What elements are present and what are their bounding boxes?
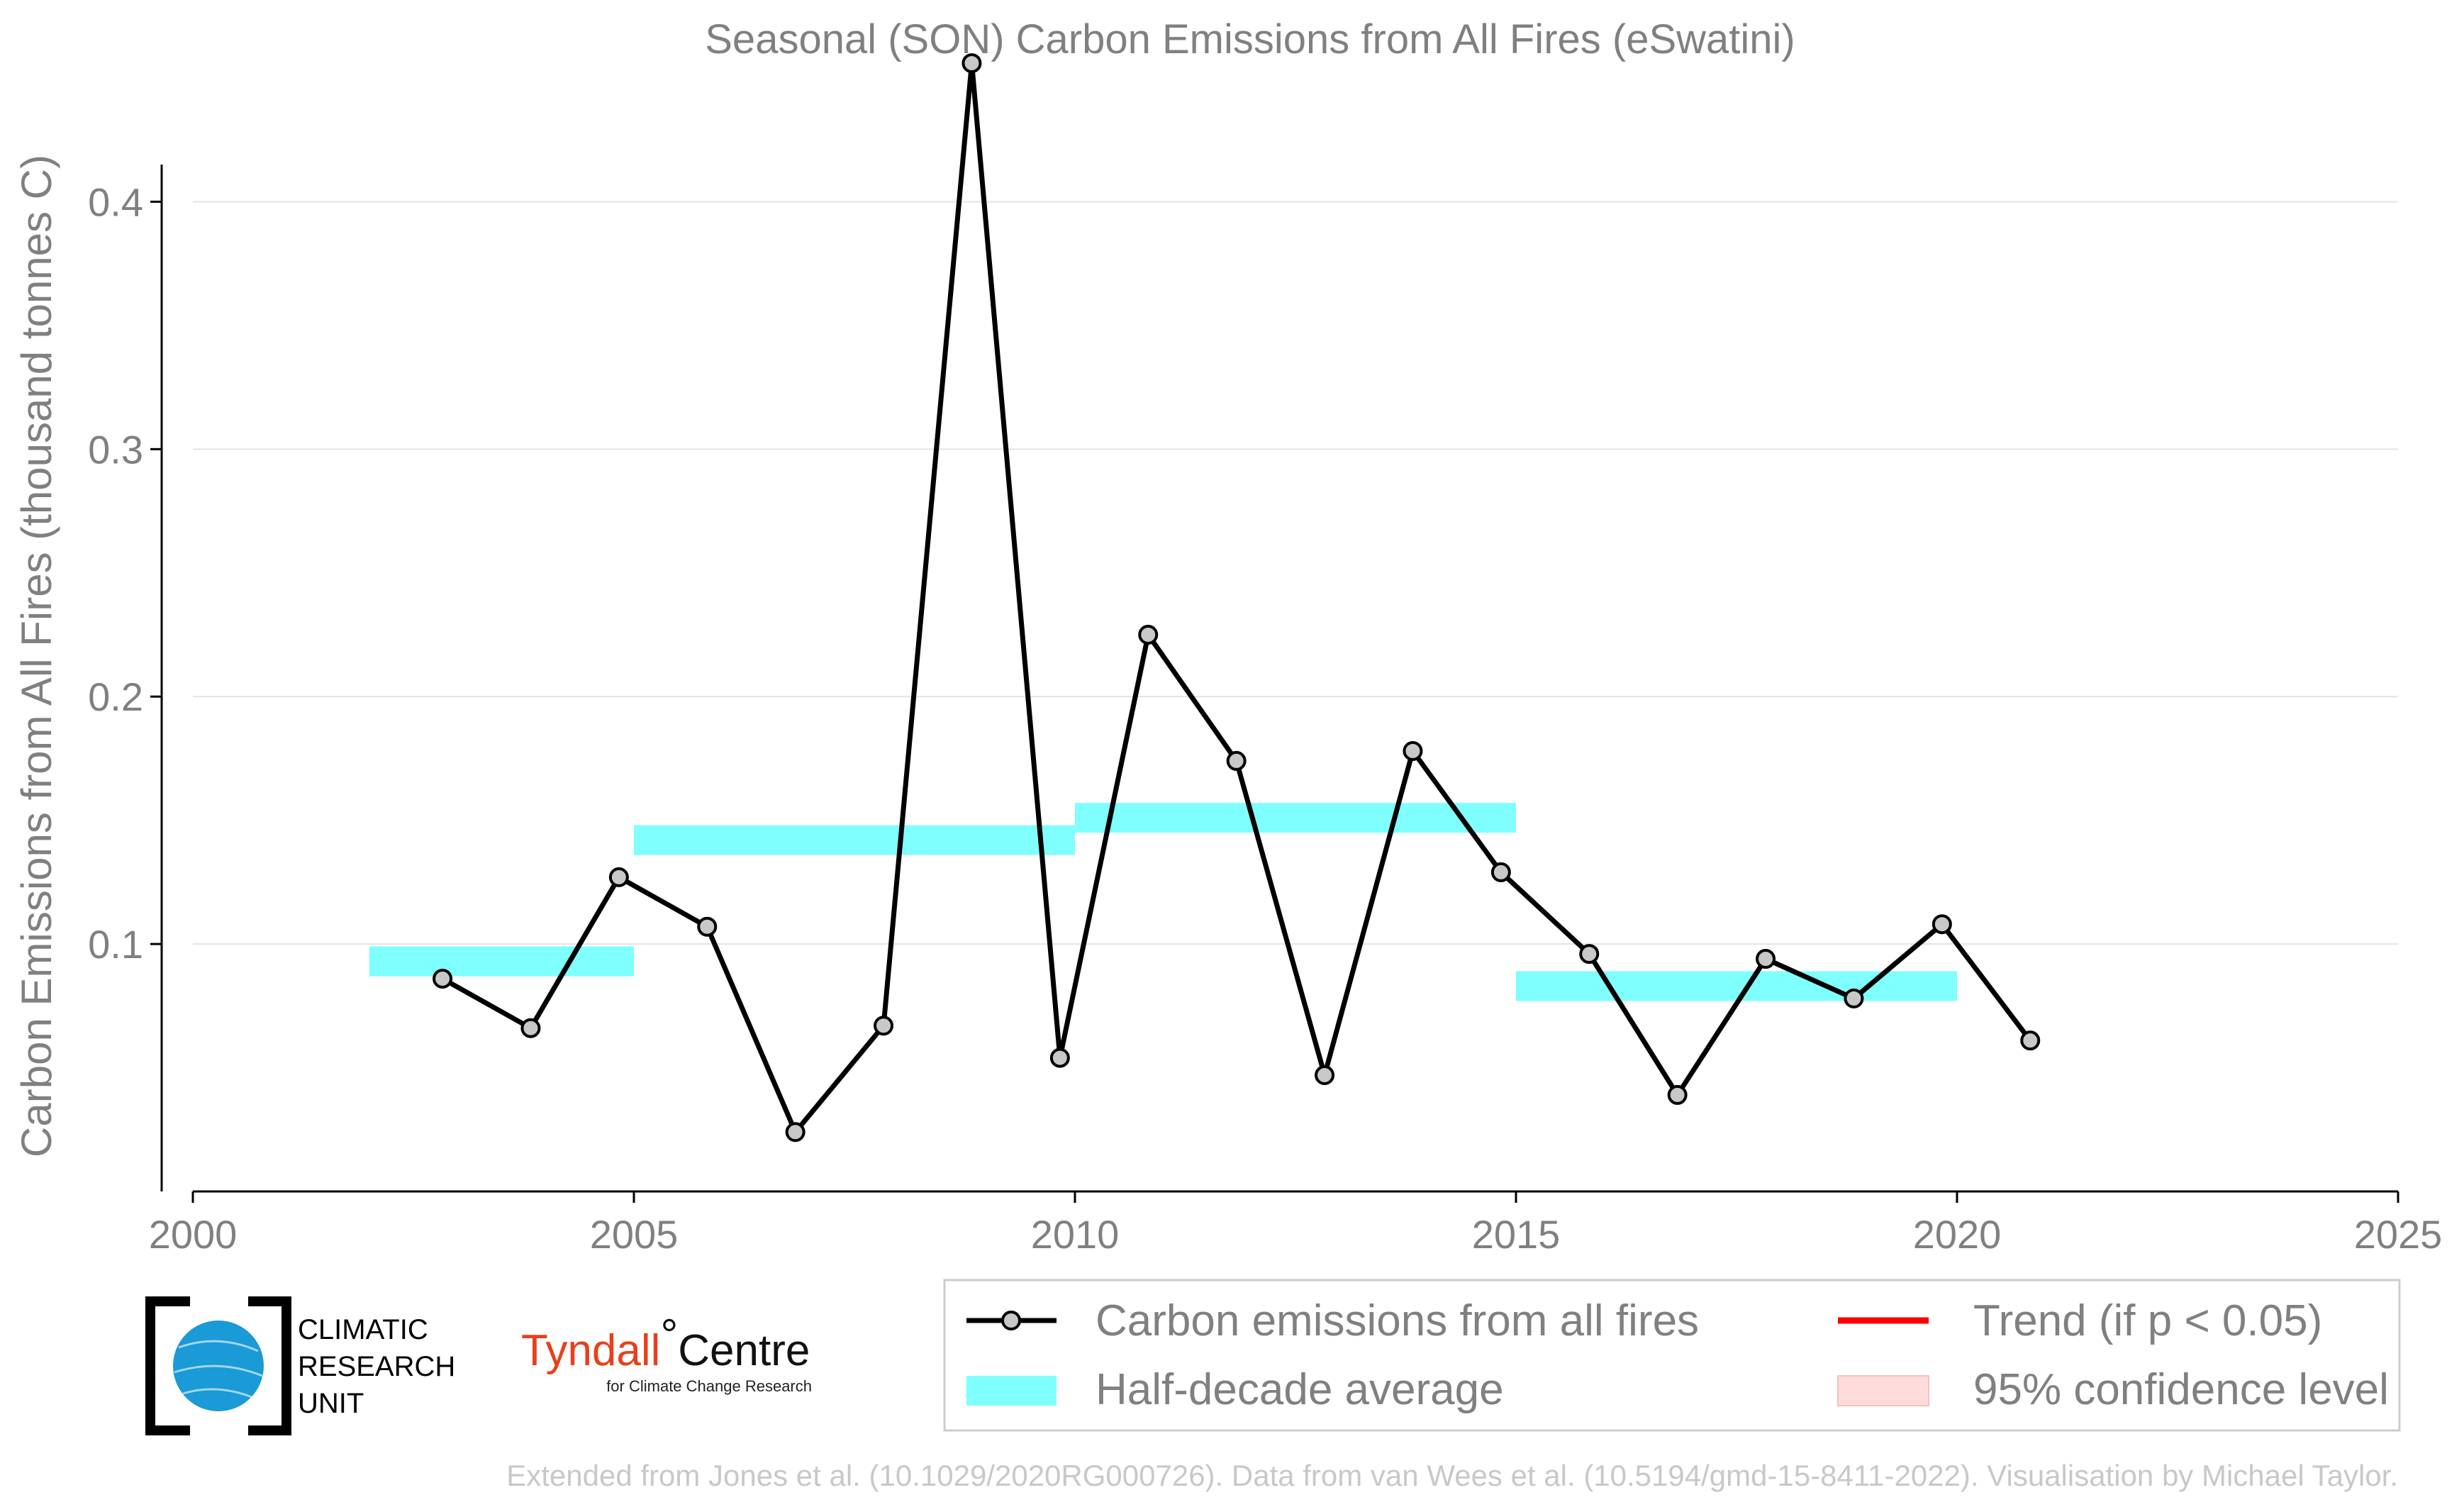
half-decade-average-bar <box>1516 971 1957 1001</box>
x-tick-label: 2005 <box>590 1212 679 1257</box>
emissions-series <box>433 53 2041 1143</box>
x-tick-label: 2025 <box>2354 1212 2443 1257</box>
cru-line-3: UNIT <box>298 1388 364 1419</box>
cru-logo: CLIMATIC RESEARCH UNIT <box>145 1296 455 1435</box>
x-tick-label: 2000 <box>149 1212 238 1257</box>
data-point <box>1667 1084 1688 1105</box>
tyndall-logo: Tyndall°Centre for Climate Change Resear… <box>521 1311 812 1395</box>
data-point <box>1315 1065 1335 1086</box>
tyndall-name-black: Centre <box>678 1326 810 1375</box>
half-decade-average-bar <box>369 946 634 977</box>
tyndall-name-red: Tyndall <box>521 1326 660 1375</box>
gridlines <box>193 201 2398 945</box>
y-axis: 0.1 0.2 0.3 0.4 <box>88 165 163 1191</box>
data-point <box>1138 625 1159 645</box>
x-axis: 2000 2005 2010 2015 2020 2025 <box>149 1190 2443 1257</box>
data-point <box>1049 1047 1070 1068</box>
data-point <box>1490 862 1511 882</box>
legend: Carbon emissions from all fires Half-dec… <box>943 1279 2401 1432</box>
tyndall-subtitle: for Climate Change Research <box>606 1377 812 1395</box>
data-point <box>1844 988 1864 1008</box>
half-decade-average-bar <box>1075 803 1516 833</box>
cru-bracket-icon <box>145 1296 190 1435</box>
y-tick-label: 0.3 <box>88 427 143 472</box>
data-point <box>1756 949 1776 969</box>
tyndall-wordmark: Tyndall°Centre <box>521 1311 810 1375</box>
legend-frame <box>943 1279 2401 1432</box>
cru-bracket-right-icon <box>248 1296 291 1435</box>
legend-marker-swatch <box>1001 1311 1021 1330</box>
legend-label-confidence: 95% confidence level <box>1973 1365 2389 1414</box>
half-decade-average-bars <box>369 803 1957 1001</box>
y-tick-label: 0.2 <box>88 674 143 719</box>
tyndall-degree: ° <box>660 1311 678 1360</box>
data-point <box>785 1122 805 1143</box>
data-point <box>1931 914 1952 935</box>
legend-confidence-swatch <box>1837 1375 1929 1406</box>
data-point <box>1579 944 1600 965</box>
data-point <box>2020 1030 2041 1051</box>
data-point <box>608 867 629 887</box>
x-tick-label: 2020 <box>1913 1212 2002 1257</box>
legend-label-trend: Trend (if p < 0.05) <box>1973 1296 2322 1345</box>
globe-lines-icon <box>174 1340 263 1400</box>
cru-line-1: CLIMATIC <box>298 1314 428 1345</box>
data-point <box>520 1018 541 1038</box>
y-tick-label: 0.4 <box>88 179 143 224</box>
data-point <box>1403 740 1423 761</box>
chart-title: Seasonal (SON) Carbon Emissions from All… <box>705 16 1795 62</box>
y-axis-label: Carbon Emissions from All Fires (thousan… <box>13 155 60 1157</box>
data-point <box>697 916 718 937</box>
series-line <box>441 60 2033 1135</box>
x-tick-label: 2015 <box>1472 1212 1561 1257</box>
half-decade-average-bar <box>634 825 1075 855</box>
data-point <box>1226 750 1247 771</box>
data-point <box>874 1016 894 1036</box>
y-tick-label: 0.1 <box>88 922 143 967</box>
legend-avg-swatch <box>966 1376 1057 1406</box>
data-point <box>433 968 453 989</box>
x-tick-label: 2010 <box>1031 1212 1120 1257</box>
cru-line-2: RESEARCH <box>298 1351 455 1382</box>
footer-credits: Extended from Jones et al. (10.1029/2020… <box>506 1459 2398 1492</box>
legend-label-emissions: Carbon emissions from all fires <box>1096 1296 1699 1345</box>
legend-label-average: Half-decade average <box>1096 1365 1504 1414</box>
data-point <box>961 53 982 74</box>
